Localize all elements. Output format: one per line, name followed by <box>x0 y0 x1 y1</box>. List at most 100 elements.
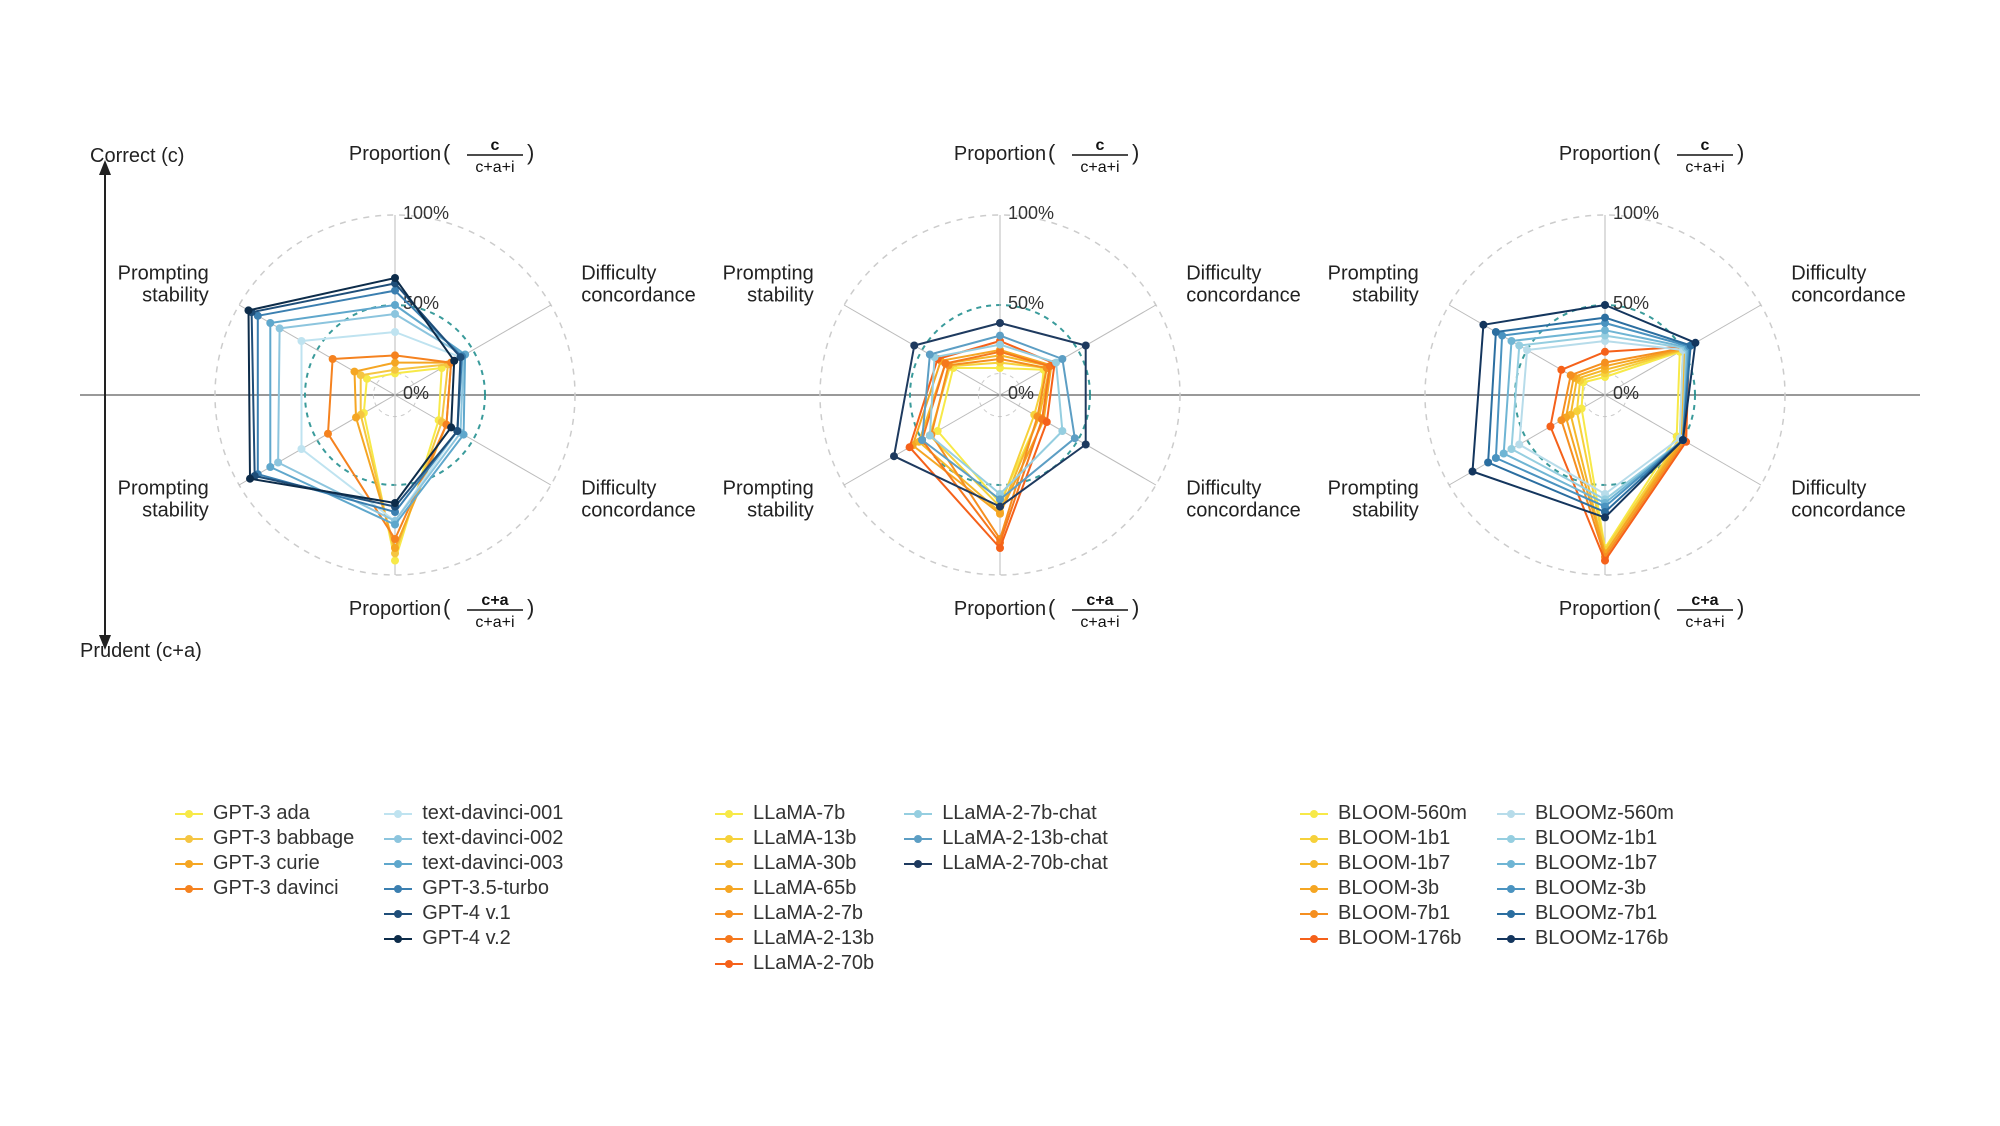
legend-item: GPT-3 curie <box>175 852 354 875</box>
legend-item: BLOOMz-1b1 <box>1497 827 1674 850</box>
svg-text:): ) <box>1737 140 1744 165</box>
svg-text:concordance: concordance <box>1186 500 1301 522</box>
svg-text:Difficulty: Difficulty <box>1791 478 1866 500</box>
legend-label: LLaMA-13b <box>753 827 856 850</box>
legend-item: BLOOM-176b <box>1300 927 1467 950</box>
y-axis-top-label: Correct (c) <box>90 145 184 168</box>
legend-item: GPT-3 ada <box>175 802 354 825</box>
legend-label: BLOOM-1b1 <box>1338 827 1450 850</box>
legend-item: GPT-4 v.1 <box>384 902 563 925</box>
legend-label: text-davinci-002 <box>422 827 563 850</box>
legend-item: BLOOM-560m <box>1300 802 1467 825</box>
svg-text:stability: stability <box>747 285 814 307</box>
svg-text:c+a+i: c+a+i <box>1080 614 1119 631</box>
legend-item: LLaMA-13b <box>715 827 874 850</box>
legend-item: LLaMA-2-7b-chat <box>904 802 1108 825</box>
svg-text:(: ( <box>1653 595 1661 620</box>
legend-label: text-davinci-003 <box>422 852 563 875</box>
legend-label: GPT-3 davinci <box>213 877 339 900</box>
svg-text:c: c <box>491 137 500 154</box>
svg-text:): ) <box>1132 595 1139 620</box>
legend-item: LLaMA-2-13b-chat <box>904 827 1108 850</box>
legend-item: GPT-3 babbage <box>175 827 354 850</box>
svg-text:Difficulty: Difficulty <box>1791 263 1866 285</box>
legend-label: GPT-4 v.1 <box>422 902 511 925</box>
svg-text:concordance: concordance <box>1791 285 1906 307</box>
legend-label: BLOOM-176b <box>1338 927 1461 950</box>
svg-text:stability: stability <box>1352 500 1419 522</box>
svg-text:): ) <box>527 595 534 620</box>
legend-label: BLOOMz-7b1 <box>1535 902 1657 925</box>
legend-label: BLOOMz-3b <box>1535 877 1646 900</box>
svg-text:c+a+i: c+a+i <box>475 159 514 176</box>
legend-bloom: BLOOM-560mBLOOM-1b1BLOOM-1b7BLOOM-3bBLOO… <box>1300 800 1704 952</box>
svg-text:Prompting: Prompting <box>723 478 814 500</box>
svg-text:0%: 0% <box>403 383 429 403</box>
legend-label: GPT-4 v.2 <box>422 927 511 950</box>
legend-item: text-davinci-002 <box>384 827 563 850</box>
legend-label: BLOOM-1b7 <box>1338 852 1450 875</box>
svg-text:stability: stability <box>142 500 209 522</box>
svg-text:Prompting: Prompting <box>118 263 209 285</box>
svg-text:50%: 50% <box>1008 293 1044 313</box>
legend-label: GPT-3.5-turbo <box>422 877 549 900</box>
legend-item: BLOOM-1b1 <box>1300 827 1467 850</box>
svg-text:Proportion: Proportion <box>1559 143 1651 165</box>
legend-item: BLOOMz-560m <box>1497 802 1674 825</box>
svg-text:Prompting: Prompting <box>118 478 209 500</box>
legend-gpt: GPT-3 adaGPT-3 babbageGPT-3 curieGPT-3 d… <box>175 800 593 952</box>
legend-item: LLaMA-30b <box>715 852 874 875</box>
legend-label: BLOOMz-176b <box>1535 927 1668 950</box>
svg-text:): ) <box>1132 140 1139 165</box>
y-axis-bottom-label: Prudent (c+a) <box>80 640 202 663</box>
svg-text:(: ( <box>1048 140 1056 165</box>
legend-label: BLOOMz-1b1 <box>1535 827 1657 850</box>
svg-text:stability: stability <box>747 500 814 522</box>
legend-item: BLOOM-1b7 <box>1300 852 1467 875</box>
svg-text:100%: 100% <box>403 203 449 223</box>
svg-text:c: c <box>1701 137 1710 154</box>
legend-item: LLaMA-2-70b <box>715 952 874 975</box>
svg-text:Proportion: Proportion <box>349 143 441 165</box>
svg-text:c+a+i: c+a+i <box>1685 614 1724 631</box>
svg-text:Proportion: Proportion <box>954 598 1046 620</box>
svg-text:stability: stability <box>142 285 209 307</box>
legend-item: LLaMA-7b <box>715 802 874 825</box>
legend-item: GPT-3.5-turbo <box>384 877 563 900</box>
svg-text:(: ( <box>443 140 451 165</box>
svg-text:Difficulty: Difficulty <box>581 478 656 500</box>
svg-text:(: ( <box>1653 140 1661 165</box>
legend-label: BLOOMz-560m <box>1535 802 1674 825</box>
svg-text:Prompting: Prompting <box>723 263 814 285</box>
legend-item: GPT-4 v.2 <box>384 927 563 950</box>
legend-label: LLaMA-2-13b <box>753 927 874 950</box>
legend-item: LLaMA-2-7b <box>715 902 874 925</box>
legend-item: BLOOMz-3b <box>1497 877 1674 900</box>
legend-llama: LLaMA-7bLLaMA-13bLLaMA-30bLLaMA-65bLLaMA… <box>715 800 1138 977</box>
legend-item: BLOOMz-1b7 <box>1497 852 1674 875</box>
legend-label: BLOOM-560m <box>1338 802 1467 825</box>
legend-item: BLOOMz-176b <box>1497 927 1674 950</box>
legend-label: LLaMA-2-7b-chat <box>942 802 1097 825</box>
legend-item: LLaMA-2-70b-chat <box>904 852 1108 875</box>
svg-text:Proportion: Proportion <box>954 143 1046 165</box>
svg-text:): ) <box>527 140 534 165</box>
svg-text:concordance: concordance <box>1791 500 1906 522</box>
svg-text:c+a+i: c+a+i <box>475 614 514 631</box>
svg-text:): ) <box>1737 595 1744 620</box>
svg-text:Proportion: Proportion <box>1559 598 1651 620</box>
svg-text:concordance: concordance <box>581 500 696 522</box>
legend-item: LLaMA-65b <box>715 877 874 900</box>
svg-text:(: ( <box>1048 595 1056 620</box>
legend-label: LLaMA-65b <box>753 877 856 900</box>
legend-item: BLOOM-7b1 <box>1300 902 1467 925</box>
svg-text:100%: 100% <box>1613 203 1659 223</box>
legend-item: BLOOMz-7b1 <box>1497 902 1674 925</box>
legend-item: BLOOM-3b <box>1300 877 1467 900</box>
svg-text:stability: stability <box>1352 285 1419 307</box>
legend-label: LLaMA-2-13b-chat <box>942 827 1108 850</box>
legend-label: LLaMA-2-70b <box>753 952 874 975</box>
legend-label: LLaMA-2-70b-chat <box>942 852 1108 875</box>
svg-text:c: c <box>1096 137 1105 154</box>
legend-label: text-davinci-001 <box>422 802 563 825</box>
